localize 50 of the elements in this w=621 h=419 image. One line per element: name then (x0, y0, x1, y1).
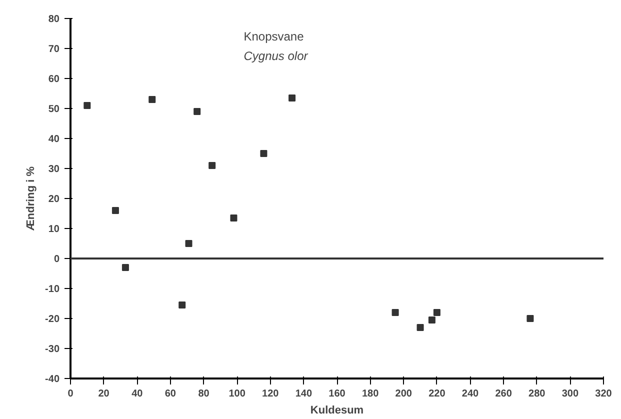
x-axis-title: Kuldesum (310, 404, 364, 416)
point (148, 96, 156, 103)
y-tick-label: 20 (48, 194, 60, 205)
x-tick-label: 240 (462, 388, 480, 400)
point (392, 309, 399, 316)
x-tick-label: 80 (198, 388, 210, 400)
point (84, 102, 91, 109)
x-tick-label: 260 (495, 388, 512, 400)
y-tick-label: -30 (45, 344, 60, 355)
x-tick-label: 220 (428, 388, 446, 400)
x-tick-label: 160 (328, 388, 346, 400)
y-axis-title: Ændring i % (25, 166, 38, 231)
x-tick-label: 180 (362, 388, 380, 400)
point (112, 207, 119, 214)
y-tick-label: 70 (48, 44, 60, 55)
point (194, 108, 201, 115)
point (428, 316, 436, 324)
x-tick-label: 200 (395, 388, 412, 400)
point (208, 162, 216, 169)
y-tick-label: -10 (45, 284, 60, 295)
point (433, 309, 440, 316)
point (526, 315, 534, 322)
point (178, 302, 186, 308)
x-tick-label: 320 (595, 388, 612, 400)
x-tick-label: 60 (164, 388, 176, 400)
y-tick-label: 80 (48, 14, 60, 25)
x-tick-label: 100 (228, 388, 246, 400)
y-tick-label: 50 (48, 104, 60, 115)
text: Cygnus olor (244, 49, 309, 64)
x-tick-label: 140 (295, 388, 312, 400)
point (185, 240, 192, 247)
y-tick-label: -20 (45, 314, 60, 325)
point (122, 264, 129, 271)
y-tick-label: 10 (48, 224, 60, 235)
point (288, 94, 296, 102)
point (260, 150, 268, 157)
y-tick-label: 0 (54, 254, 60, 265)
y-tick-label: -40 (45, 374, 60, 385)
x-tick-label: 0 (68, 388, 74, 400)
x-tick-label: 120 (262, 388, 280, 400)
x-tick-label: 40 (132, 388, 144, 400)
y-tick-label: 30 (48, 164, 60, 175)
point (416, 324, 424, 331)
x-tick-label: 280 (528, 388, 546, 400)
y-tick-label: 40 (48, 134, 60, 145)
x-tick-label: 20 (98, 388, 110, 400)
point (230, 214, 238, 222)
text: Knopsvane (244, 29, 304, 44)
x-tick-label: 300 (562, 388, 579, 400)
y-tick-label: 60 (48, 74, 60, 85)
